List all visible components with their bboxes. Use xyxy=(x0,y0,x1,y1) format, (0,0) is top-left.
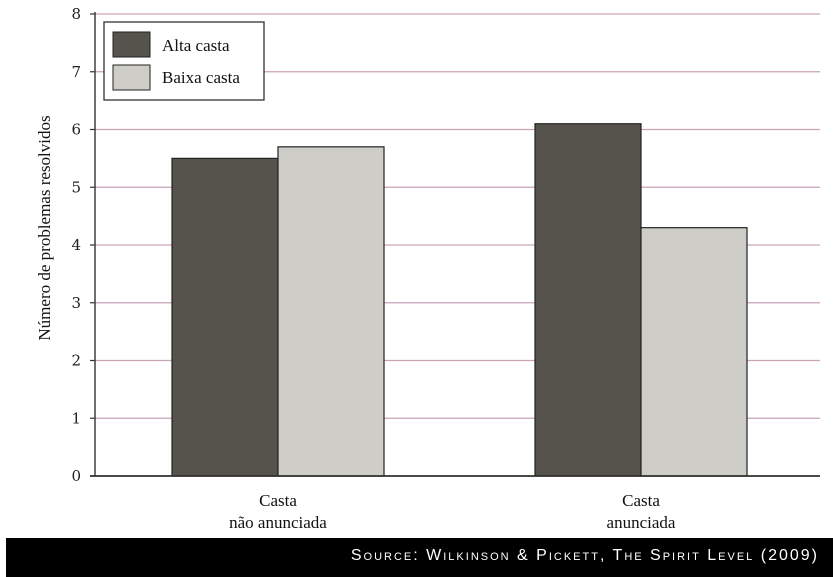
y-tick-label: 0 xyxy=(71,467,81,485)
category-label-line: anunciada xyxy=(607,513,676,532)
source-text: Source: Wilkinson & Pickett, The Spirit … xyxy=(350,547,819,564)
source-banner: Source: Wilkinson & Pickett, The Spirit … xyxy=(6,538,833,577)
category-labels: Casta não anunciada Casta anunciada xyxy=(229,491,676,532)
category-label-line: Casta xyxy=(259,491,297,510)
bar-baixa-casta-1 xyxy=(640,227,748,477)
legend-label-alta-casta: Alta casta xyxy=(162,36,230,55)
y-tick-label: 7 xyxy=(71,63,81,81)
bar-alta-casta-0 xyxy=(171,157,279,477)
y-tick-labels: 0 1 2 3 4 5 6 7 8 xyxy=(71,5,81,485)
bars xyxy=(171,123,748,477)
y-tick-label: 3 xyxy=(71,294,81,312)
legend-swatch-alta-casta xyxy=(112,31,151,58)
category-label: Casta não anunciada xyxy=(229,491,327,532)
bar-chart: 0 1 2 3 4 5 6 7 8 Casta não anunciada Casta anuncia… xyxy=(35,5,820,532)
axes xyxy=(90,12,820,477)
bar-alta-casta-1 xyxy=(534,123,642,477)
y-tick-label: 2 xyxy=(71,352,81,370)
legend-swatch-baixa-casta xyxy=(112,64,151,91)
category-label: Casta anunciada xyxy=(607,491,676,532)
y-tick-label: 6 xyxy=(71,121,81,139)
y-tick-label: 1 xyxy=(71,409,81,427)
bar-baixa-casta-0 xyxy=(277,146,385,477)
category-label-line: Casta xyxy=(622,491,660,510)
category-label-line: não anunciada xyxy=(229,513,327,532)
y-tick-label: 5 xyxy=(71,178,81,196)
y-axis-title: Número de problemas resolvidos xyxy=(35,115,54,340)
legend: Alta casta Baixa casta xyxy=(103,21,265,101)
legend-label-baixa-casta: Baixa casta xyxy=(162,68,240,87)
y-tick-label: 4 xyxy=(71,236,81,254)
y-tick-label: 8 xyxy=(71,5,81,23)
